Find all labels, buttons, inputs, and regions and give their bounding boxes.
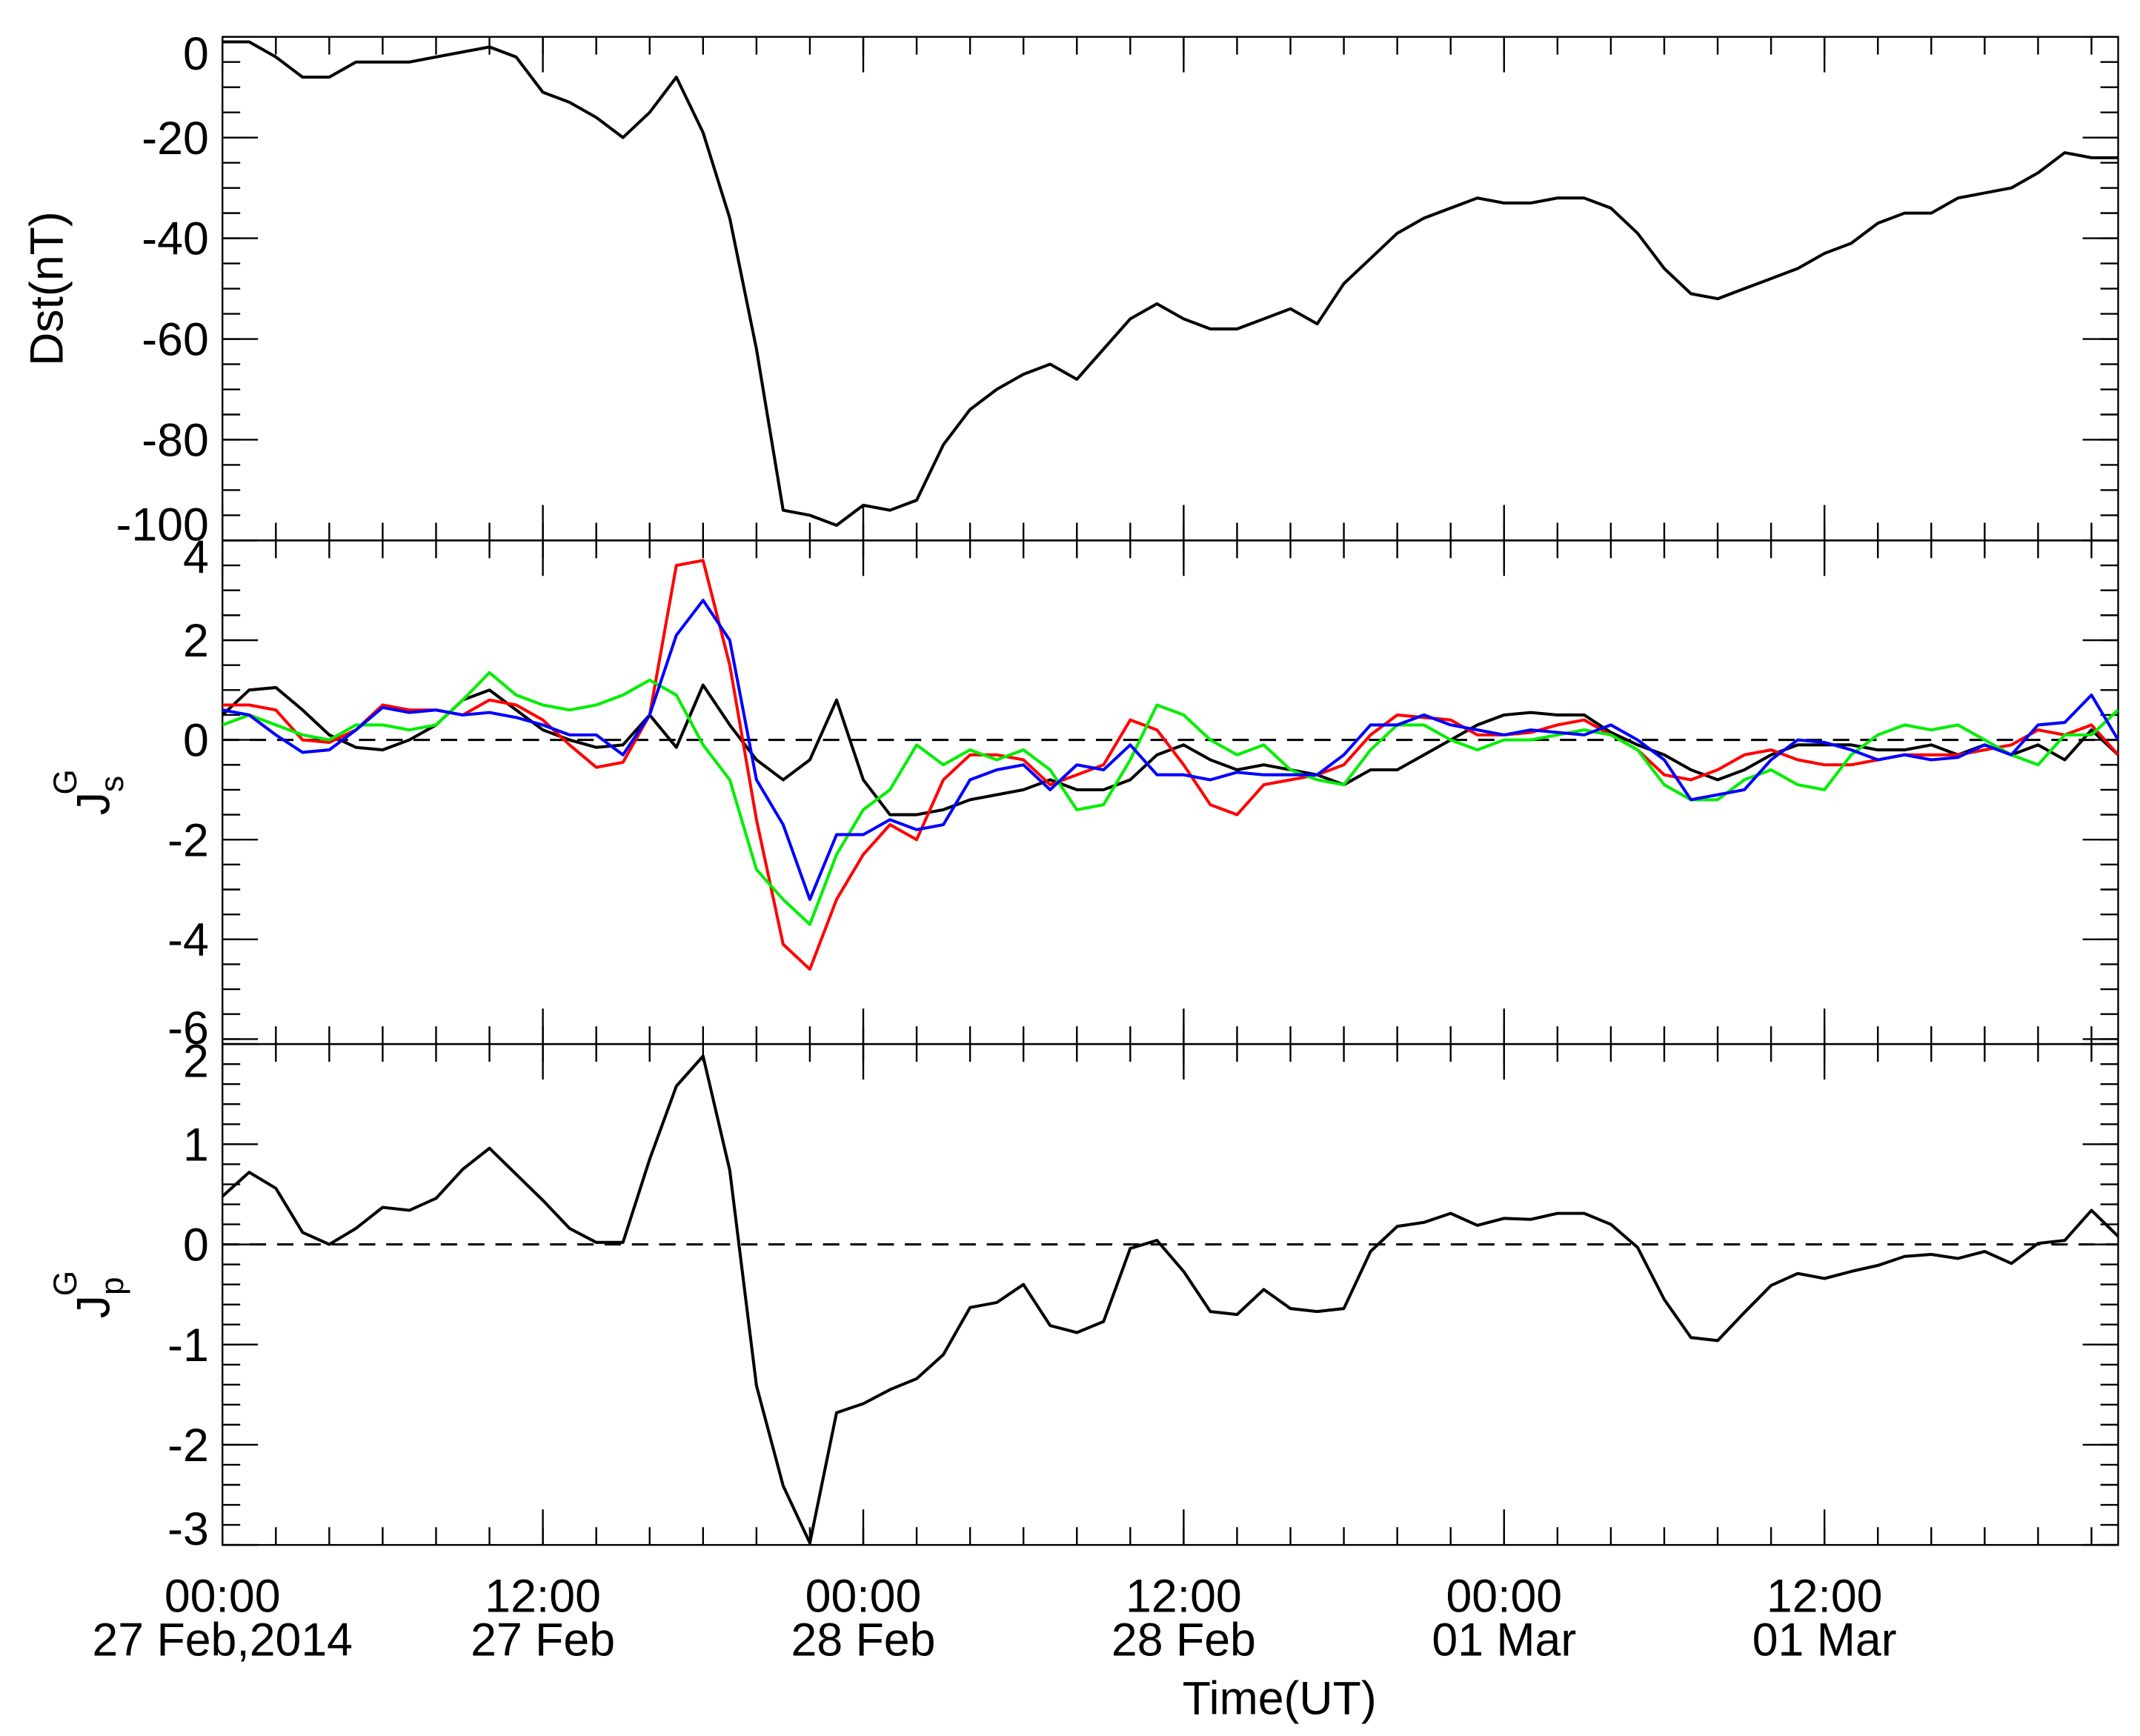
data-line: [222, 1054, 2119, 1545]
data-line: [222, 40, 2119, 528]
panel: 4 2 0 -2 -4 -6 JsG: [47, 532, 2119, 1054]
y-tick-label: -2: [167, 1420, 209, 1471]
y-axis-label-main: J: [67, 1295, 119, 1318]
x-tick-date: 01 Mar: [1432, 1614, 1576, 1666]
y-axis-label: Dst(nT): [21, 211, 73, 366]
y-axis-label-sup: G: [47, 1271, 84, 1296]
y-axis-label: JsG: [47, 769, 130, 815]
y-tick-label: -1: [167, 1320, 209, 1371]
y-axis-label-sup: G: [47, 769, 84, 794]
x-tick-date: 28 Feb: [791, 1614, 936, 1666]
y-axis-label-sub: s: [94, 776, 130, 792]
plot-frame: [222, 36, 2119, 542]
y-tick-label: 2: [183, 1035, 209, 1087]
plot-frame: [222, 1042, 2119, 1546]
x-tick-label: 00:00: [1446, 1570, 1562, 1622]
y-tick-label: -40: [142, 213, 208, 265]
y-tick-label: -3: [167, 1503, 209, 1555]
y-axis-label-main: J: [67, 792, 119, 815]
y-tick-label: 0: [183, 715, 209, 767]
y-tick-label: -80: [142, 415, 208, 467]
y-tick-label: -2: [167, 814, 209, 866]
panel: 0 -20 -40 -60 -80 -100 Dst(nT): [21, 28, 2119, 551]
y-tick-label: 1: [183, 1119, 209, 1171]
y-tick-label: -4: [167, 914, 209, 966]
data-line: [222, 671, 2119, 926]
x-tick-label: 12:00: [1126, 1570, 1242, 1622]
x-tick-date: 01 Mar: [1752, 1614, 1897, 1666]
y-tick-label: -60: [142, 314, 208, 366]
plot-frame: [222, 539, 2119, 1045]
x-tick-label: 00:00: [805, 1570, 922, 1622]
x-tick-date: 27 Feb: [471, 1614, 615, 1666]
y-axis-label-sub: p: [94, 1277, 130, 1295]
y-tick-label: 2: [183, 615, 209, 667]
x-tick-date: 28 Feb: [1111, 1614, 1256, 1666]
data-line: [222, 683, 2119, 817]
y-tick-label: 0: [183, 28, 209, 80]
x-tick-date: 27 Feb,2014: [92, 1614, 353, 1666]
data-line: [222, 599, 2119, 901]
x-tick-label: 00:00: [165, 1570, 281, 1622]
y-tick-label: -20: [142, 113, 208, 164]
data-line: [222, 559, 2119, 971]
x-axis-label: Time(UT): [1183, 1673, 1377, 1725]
x-tick-label: 12:00: [485, 1570, 601, 1622]
y-axis-label: JpG: [47, 1271, 130, 1318]
x-tick-label: 12:00: [1767, 1570, 1883, 1622]
y-tick-label: -100: [116, 499, 208, 551]
y-tick-label: -6: [167, 1002, 209, 1054]
y-tick-label: 0: [183, 1220, 209, 1271]
y-tick-label: 4: [183, 532, 209, 584]
